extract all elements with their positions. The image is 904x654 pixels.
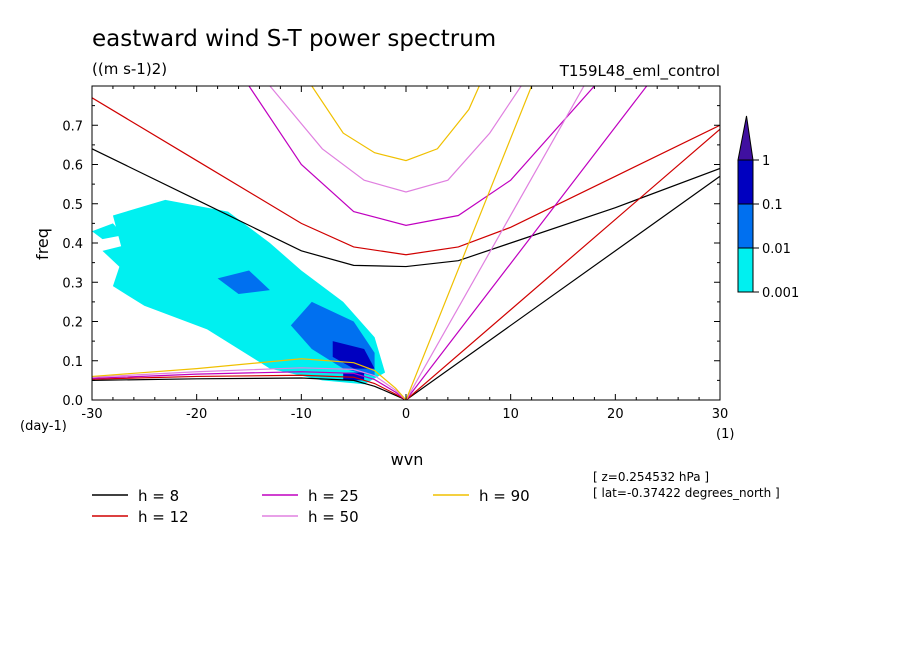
colorbar-label: 1 (762, 154, 770, 169)
legend-label: h = 25 (308, 487, 359, 505)
y-tick-label: 0.7 (62, 119, 83, 134)
y-tick-label: 0.0 (62, 394, 83, 409)
curve-kelvin-h-50 (405, 86, 585, 400)
legend-label: h = 8 (138, 487, 179, 505)
colorbar-segment (737, 203, 754, 249)
y-tick-label: 0.3 (62, 276, 83, 291)
run-label: T159L48_eml_control (559, 62, 720, 81)
curve-ig-h-90 (311, 86, 480, 162)
curve-kelvin-h-90 (405, 86, 533, 400)
plot-area: -30 -20 -10 0 10 20 30 0.0 0.1 0.2 0.3 0.4 0.5 0.6 0.7 (62, 85, 728, 422)
colorbar-segment (737, 159, 754, 205)
curve-ig-h-12 (92, 97, 720, 256)
colorbar: 0.001 0.01 0.1 1 (737, 115, 799, 301)
x-tick-label: -10 (291, 407, 312, 422)
shaded-region-1 (102, 243, 155, 271)
spectrum-shading (92, 199, 386, 385)
x-tick-label: 0 (402, 407, 410, 422)
x-tick-label: -30 (81, 407, 102, 422)
curve-ig-h-50 (269, 86, 522, 193)
colorbar-label: 0.01 (762, 242, 791, 257)
x-tick-label: -20 (186, 407, 207, 422)
x-tick-label: 10 (502, 407, 519, 422)
legend-label: h = 90 (479, 487, 530, 505)
curve-kelvin-h-8 (405, 175, 720, 400)
y-tick-label: 0.6 (62, 159, 83, 174)
curve-kelvin-h-25 (405, 86, 648, 400)
curve-rossby-h-90 (92, 358, 407, 400)
curve-rossby-h-25 (92, 371, 407, 400)
y-tick-label: 0.5 (62, 198, 83, 213)
curve-rossby-h-8 (92, 377, 407, 400)
dispersion-curves (92, 86, 720, 400)
y-axis-label: freq (33, 228, 52, 260)
shaded-region-2 (92, 223, 124, 240)
curve-rossby-h-12 (92, 374, 407, 400)
x-units-label: (1) (716, 427, 734, 442)
colorbar-extend-arrow (737, 115, 754, 161)
colorbar-label: 0.1 (762, 198, 783, 213)
curve-rossby-h-50 (92, 367, 407, 400)
y-units-label: (day-1) (20, 419, 67, 434)
latitude-info: [ lat=-0.37422 degrees_north ] (593, 486, 780, 500)
level-info: [ z=0.254532 hPa ] (593, 470, 709, 484)
legend-label: h = 12 (138, 508, 189, 526)
axes: -30 -20 -10 0 10 20 30 0.0 0.1 0.2 0.3 0.4 0.5 0.6 0.7 (62, 86, 728, 422)
chart-title: eastward wind S-T power spectrum (92, 26, 496, 52)
x-tick-label: 20 (607, 407, 624, 422)
x-tick-label: 30 (712, 407, 729, 422)
curve-kelvin-h-12 (405, 128, 720, 400)
legend: h = 8 h = 12 h = 25 h = 50 h = 90 (92, 487, 530, 526)
curve-ig-h-25 (248, 86, 595, 226)
legend-label: h = 50 (308, 508, 359, 526)
y-tick-label: 0.2 (62, 316, 83, 331)
x-axis-label: wvn (391, 450, 424, 469)
colorbar-segment (737, 247, 754, 293)
curve-ig-h-8 (92, 148, 720, 268)
units-label: ((m s-1)2) (92, 60, 167, 78)
y-tick-label: 0.1 (62, 355, 83, 370)
shaded-region-4 (217, 270, 270, 295)
y-tick-label: 0.4 (62, 237, 83, 252)
colorbar-label: 0.001 (762, 286, 799, 301)
